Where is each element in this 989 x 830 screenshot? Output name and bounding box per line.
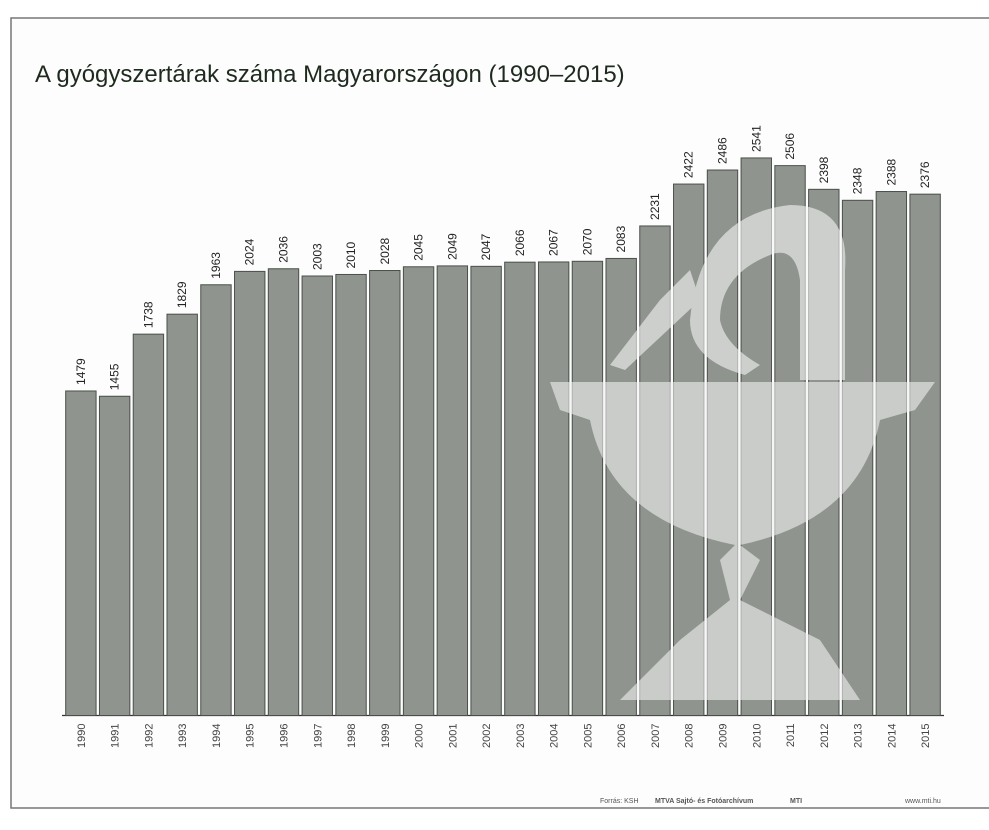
page: A gyógyszertárak száma Magyarországon (1… [0,0,989,825]
value-label: 2083 [614,225,628,252]
x-tick-label: 2000 [414,724,426,748]
x-tick-label: 2006 [616,724,628,748]
bar [302,276,332,716]
value-label: 2028 [378,237,392,264]
chart-title: A gyógyszertárak száma Magyarországon (1… [35,61,625,88]
x-tick-label: 2013 [853,724,865,748]
x-tick-label: 2008 [684,724,696,748]
value-label: 1455 [108,363,122,390]
bar [370,271,400,716]
x-tick-label: 1998 [346,724,358,748]
value-label: 2010 [344,241,358,268]
x-tick-label: 1991 [110,724,122,748]
x-tick-label: 2015 [920,724,932,748]
value-label: 2376 [918,161,932,188]
x-tick-label: 1996 [279,724,291,748]
value-label: 2388 [884,158,898,185]
bar [133,334,163,715]
bar [437,266,467,716]
value-label: 1829 [175,281,189,308]
x-tick-label: 1990 [76,724,88,748]
value-label: 2422 [682,151,696,178]
bar [471,266,501,715]
bar [201,285,231,716]
value-label: 2024 [243,238,257,265]
bar [167,314,197,715]
bar [876,192,906,716]
x-tick-label: 2007 [650,724,662,748]
value-label: 2049 [445,233,459,260]
value-label: 2541 [749,125,763,152]
x-tick-label: 2012 [819,724,831,748]
source-text: MTVA Sajtó- és Fotóarchívum [655,798,753,805]
source-text: MTI [790,798,802,805]
value-label: 2506 [783,133,797,160]
source-text: Forrás: KSH [600,798,639,805]
bar [572,261,602,715]
value-label: 1738 [141,301,155,328]
bar [403,267,433,716]
bar [268,269,298,716]
x-tick-label: 2014 [886,724,898,748]
value-label: 2348 [851,167,865,194]
value-label: 2067 [547,229,561,256]
source-text: www.mti.hu [904,798,941,805]
x-tick-label: 1993 [177,724,189,748]
x-tick-label: 1997 [312,724,324,748]
bar [99,396,129,715]
x-tick-label: 2005 [582,724,594,748]
value-label: 2486 [716,137,730,164]
x-tick-label: 1994 [211,724,223,748]
x-tick-label: 2009 [718,724,730,748]
bar [235,271,265,715]
value-label: 2070 [580,228,594,255]
value-label: 2398 [817,156,831,183]
x-tick-label: 2010 [751,724,763,748]
x-tick-label: 2004 [549,724,561,748]
x-tick-label: 2002 [481,724,493,748]
value-label: 2047 [479,233,493,260]
x-tick-label: 2001 [447,724,459,748]
x-tick-label: 2003 [515,724,527,748]
value-label: 2003 [310,243,324,270]
value-label: 2231 [648,193,662,220]
x-tick-label: 2011 [785,724,797,748]
value-label: 1963 [209,252,223,279]
chart: A gyógyszertárak száma Magyarországon (1… [0,0,989,825]
value-label: 1479 [74,358,88,385]
x-tick-label: 1999 [380,724,392,748]
bar [910,194,940,715]
x-tick-label: 1995 [245,724,257,748]
bar [505,262,535,715]
bar [538,262,568,716]
value-label: 2036 [277,236,291,263]
x-tick-label: 1992 [143,724,155,748]
bar [66,391,96,716]
value-label: 2045 [412,234,426,261]
value-label: 2066 [513,229,527,256]
bar [336,274,366,715]
